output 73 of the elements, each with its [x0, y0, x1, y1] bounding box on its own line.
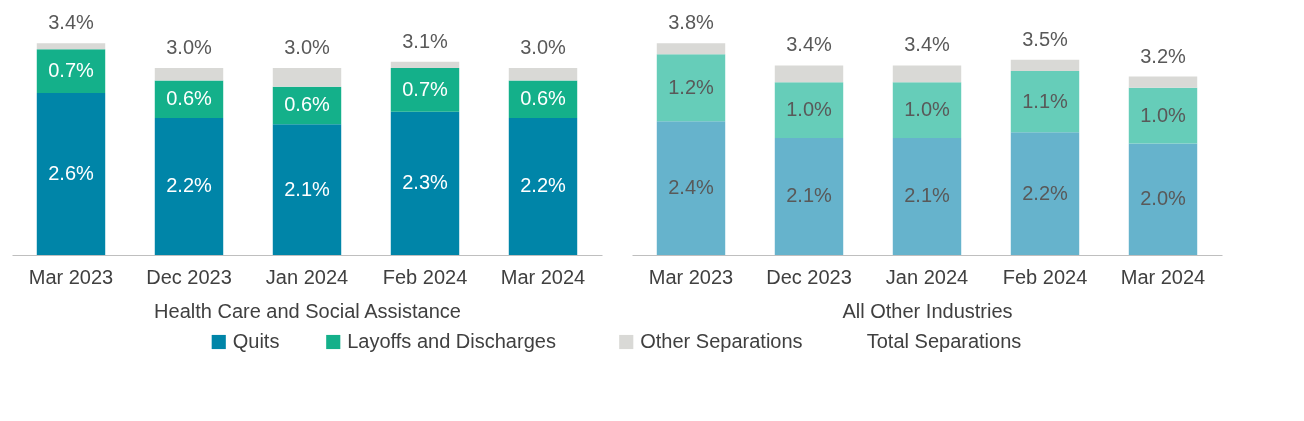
- bar: [36, 49, 106, 93]
- x-axis-title: All Other Industries: [842, 299, 1013, 322]
- text: Total Separations: [866, 330, 1022, 352]
- x-tick-label: Feb 2024: [382, 265, 468, 288]
- bar: [36, 92, 106, 255]
- x-axis-title: Health Care and Social Assistance: [154, 299, 461, 322]
- data-label: 0.6%: [166, 87, 213, 110]
- total-label: 3.4%: [48, 11, 95, 34]
- bar: [892, 137, 962, 255]
- total-label: 3.8%: [668, 11, 715, 34]
- x-tick-label: Dec 2023: [146, 265, 232, 288]
- bar: [774, 65, 844, 83]
- bar: [154, 117, 224, 255]
- bar: [1010, 132, 1080, 255]
- bar: [508, 117, 578, 255]
- data-label: 0.6%: [520, 87, 567, 110]
- bar: [892, 65, 962, 83]
- legend-label: Layoffs and Discharges: [347, 330, 556, 352]
- bar: [272, 68, 342, 87]
- total-label: 3.0%: [520, 36, 567, 59]
- data-label: 2.0%: [1140, 187, 1187, 210]
- x-tick-label: Mar 2024: [1120, 265, 1206, 288]
- bar: [774, 137, 844, 255]
- data-label: 2.2%: [520, 174, 567, 197]
- data-label: 2.3%: [402, 171, 449, 194]
- x-tick-label: Mar 2023: [648, 265, 734, 288]
- data-label: 0.7%: [402, 77, 449, 100]
- legend-label: Other Separations: [640, 330, 803, 352]
- x-tick-label: Mar 2024: [500, 265, 586, 288]
- data-label: 0.6%: [284, 93, 331, 116]
- total-label: 3.0%: [166, 36, 213, 59]
- data-label: 0.7%: [48, 59, 95, 82]
- bar: [36, 43, 106, 50]
- bar: [656, 121, 726, 255]
- bar: [390, 61, 460, 69]
- data-label: 2.2%: [166, 174, 213, 197]
- data-label: 2.1%: [284, 177, 331, 200]
- total-label: 3.4%: [904, 33, 951, 56]
- bar: [1128, 143, 1198, 255]
- data-label: 1.0%: [904, 98, 951, 121]
- data-label: 1.1%: [1022, 89, 1069, 112]
- x-tick-label: Mar 2023: [28, 265, 114, 288]
- x-tick-label: Jan 2024: [265, 265, 349, 288]
- x-tick-label: Dec 2023: [766, 265, 852, 288]
- data-label: 1.0%: [1140, 103, 1187, 126]
- bar: [774, 82, 844, 138]
- data-label: 1.0%: [786, 98, 833, 121]
- data-label: 2.2%: [1022, 181, 1069, 204]
- total-label: 3.5%: [1022, 27, 1069, 50]
- bar: [1010, 59, 1080, 72]
- data-label: 2.6%: [48, 161, 95, 184]
- bar: [390, 68, 460, 112]
- total-label: 3.0%: [284, 36, 331, 59]
- bar: [656, 43, 726, 55]
- bar: [390, 111, 460, 255]
- data-label: 1.2%: [668, 75, 715, 98]
- bar: [1128, 87, 1198, 144]
- bar: [892, 82, 962, 138]
- data-label: 2.1%: [786, 184, 833, 207]
- bar: [272, 124, 342, 255]
- legend-label: Quits: [232, 330, 280, 352]
- bar: [154, 68, 224, 81]
- total-label: 3.1%: [402, 29, 449, 52]
- bar: [508, 68, 578, 81]
- bar: [656, 54, 726, 122]
- bar: [1010, 71, 1080, 133]
- x-tick-label: Feb 2024: [1002, 265, 1088, 288]
- data-label: 2.4%: [668, 176, 715, 199]
- data-label: 2.1%: [904, 184, 951, 207]
- x-tick-label: Jan 2024: [885, 265, 969, 288]
- total-label: 3.2%: [1140, 44, 1187, 67]
- bar: [1128, 76, 1198, 88]
- total-label: 3.4%: [786, 33, 833, 56]
